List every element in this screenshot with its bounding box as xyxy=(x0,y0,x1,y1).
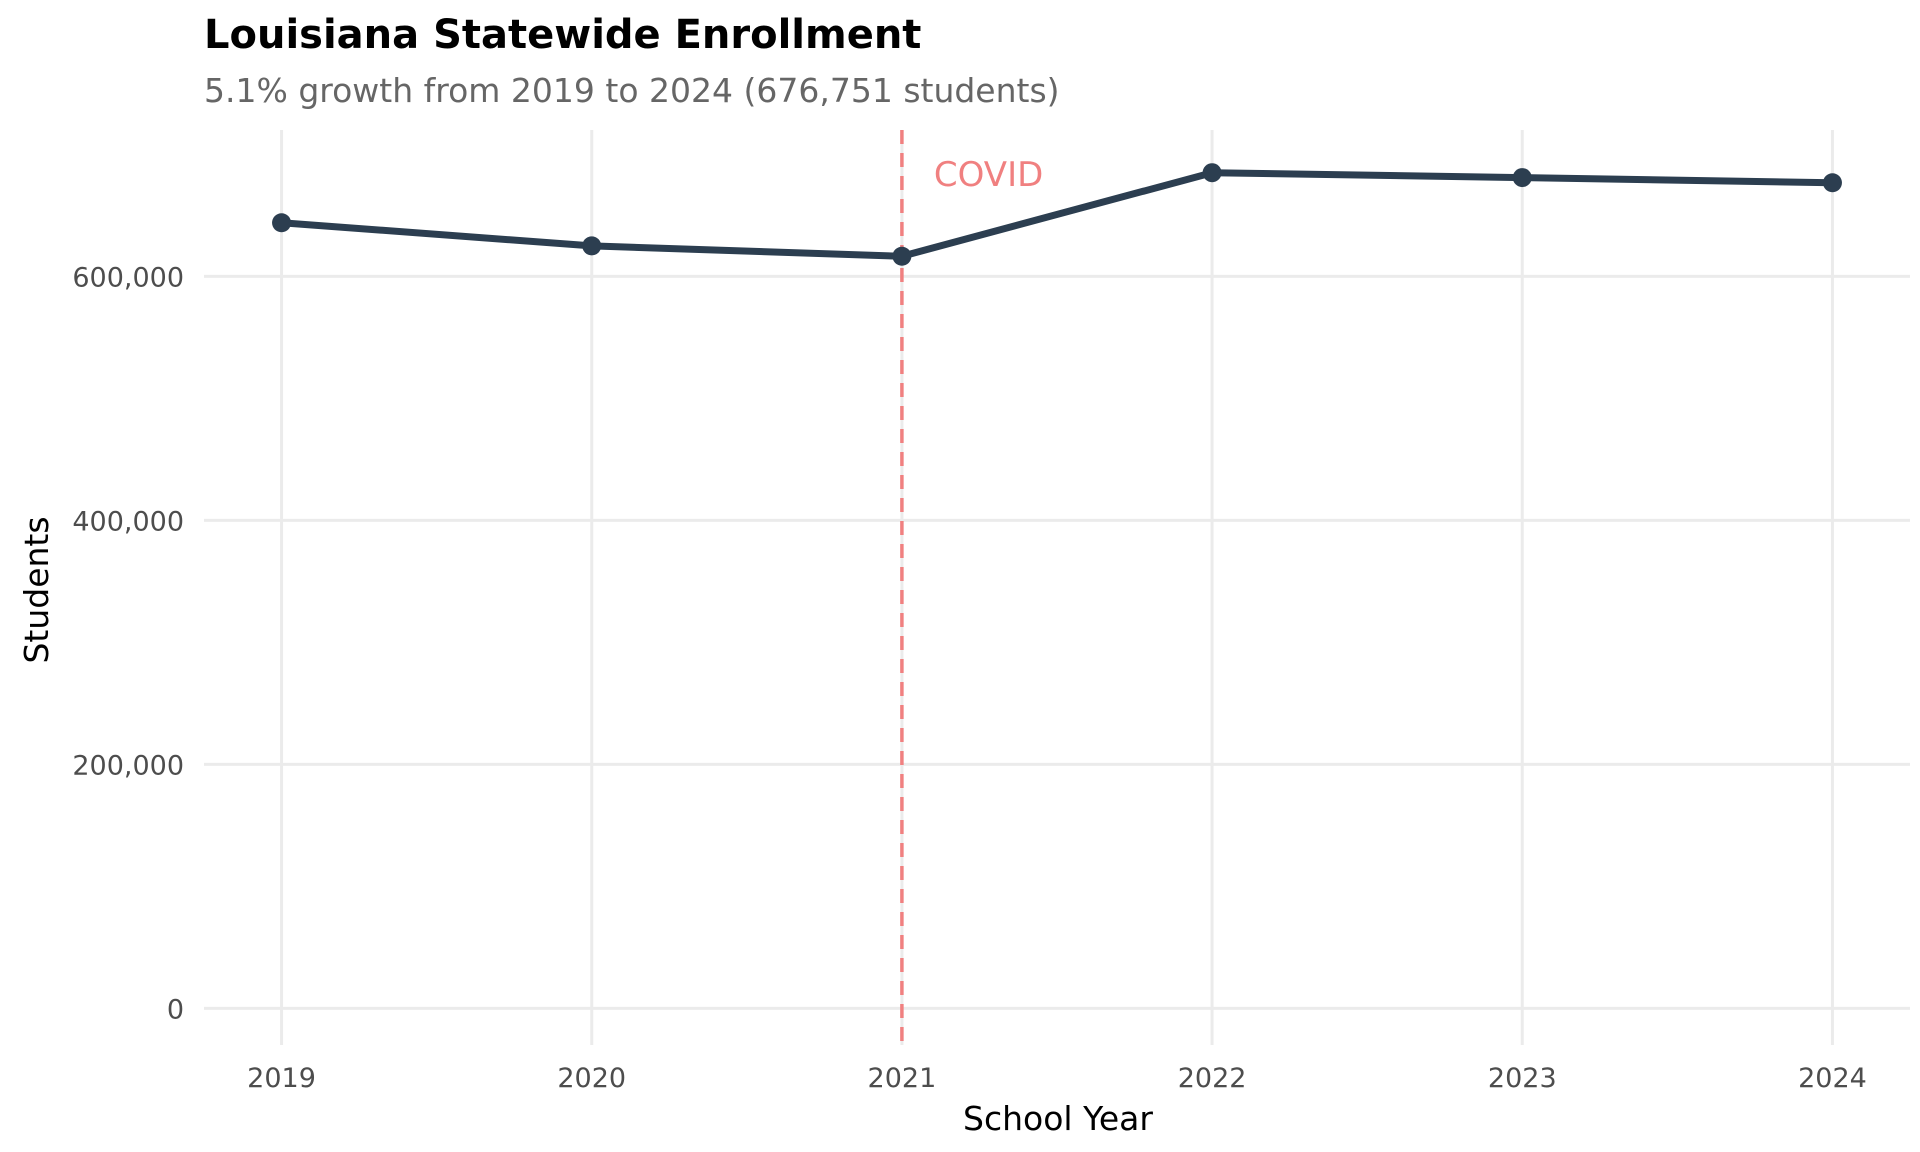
tick-labels: 2019 2020 2021 2022 2023 2024 0 200,000 400,000 6… xyxy=(72,262,1866,1094)
y-axis-title: Students xyxy=(17,516,56,663)
x-tick-label: 2022 xyxy=(1178,1063,1247,1094)
x-tick-label: 2019 xyxy=(247,1063,316,1094)
series-layer xyxy=(272,163,1842,266)
y-tick-label: 600,000 xyxy=(72,262,184,293)
chart-subtitle: 5.1% growth from 2019 to 2024 (676,751 s… xyxy=(204,71,1060,110)
chart-title: Louisiana Statewide Enrollment xyxy=(204,12,921,58)
data-point xyxy=(892,246,912,266)
y-tick-label: 400,000 xyxy=(72,506,184,537)
data-point xyxy=(1822,173,1842,193)
data-point xyxy=(1202,163,1222,183)
x-tick-label: 2023 xyxy=(1488,1063,1557,1094)
x-axis-title: School Year xyxy=(963,1099,1153,1138)
covid-label: COVID xyxy=(934,155,1043,195)
series-line xyxy=(278,169,1836,260)
data-point xyxy=(272,213,292,233)
data-point xyxy=(582,236,602,256)
y-tick-label: 200,000 xyxy=(72,750,184,781)
y-tick-label: 0 xyxy=(167,994,184,1025)
x-tick-label: 2021 xyxy=(868,1063,937,1094)
x-tick-label: 2024 xyxy=(1798,1063,1867,1094)
data-point xyxy=(1512,168,1532,188)
annotation-layer: COVID xyxy=(900,130,1043,1045)
gridlines xyxy=(204,130,1910,1045)
x-tick-label: 2020 xyxy=(557,1063,626,1094)
